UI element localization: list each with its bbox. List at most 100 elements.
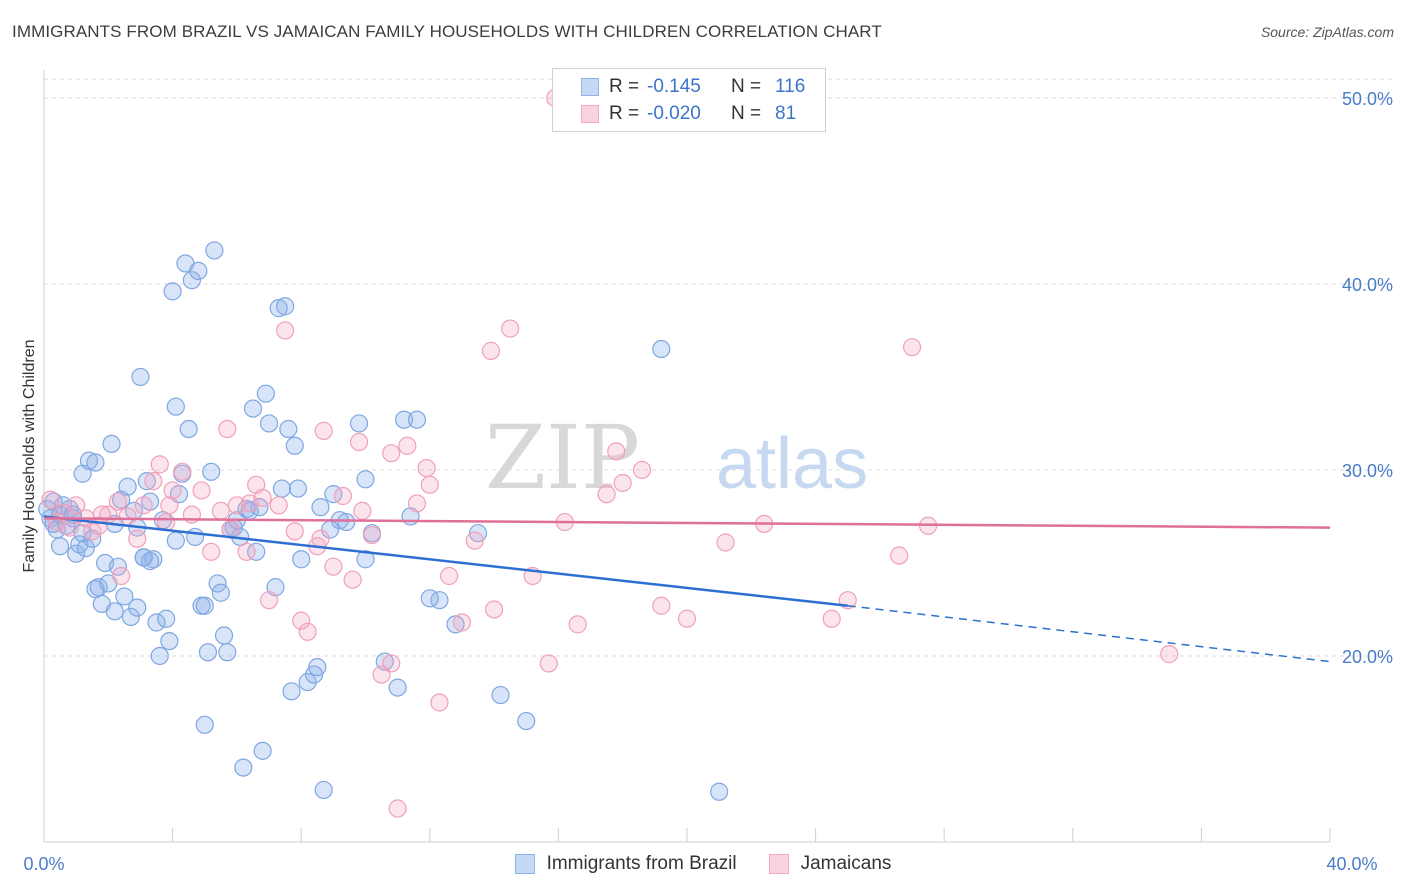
data-point: [105, 602, 124, 621]
data-point: [333, 486, 353, 506]
data-point: [417, 458, 436, 478]
data-point: [60, 518, 79, 537]
data-point: [298, 622, 317, 641]
data-point: [822, 609, 841, 628]
stats-row-brazil: R = -0.145 N = 116: [553, 73, 805, 101]
data-point: [439, 566, 459, 586]
data-point: [205, 241, 224, 260]
data-point: [272, 479, 292, 498]
data-point: [677, 609, 697, 628]
data-point: [195, 596, 214, 615]
data-point: [356, 550, 375, 569]
data-point: [343, 570, 362, 589]
y-tick-label: 20.0%: [1342, 647, 1393, 667]
data-point: [491, 685, 510, 705]
data-point: [485, 600, 504, 619]
data-point: [465, 531, 484, 550]
data-point: [314, 421, 333, 440]
data-point: [112, 566, 131, 586]
data-point: [890, 546, 909, 565]
data-point: [211, 583, 230, 602]
data-point: [353, 501, 372, 520]
data-point: [398, 436, 417, 455]
x-tick-label-start: 0.0%: [23, 854, 64, 874]
data-point: [134, 496, 153, 515]
data-point: [179, 419, 198, 439]
data-point: [613, 473, 632, 493]
data-point: [118, 477, 137, 496]
trend-line-jamaicans: [43, 517, 1331, 529]
data-point: [388, 678, 407, 697]
data-point: [67, 496, 86, 515]
y-tick-label: 40.0%: [1342, 275, 1393, 295]
y-tick-label: 50.0%: [1342, 89, 1393, 109]
legend-item-brazil[interactable]: Immigrants from Brazil: [514, 853, 737, 875]
data-point: [214, 626, 234, 645]
data-point: [160, 496, 179, 515]
stats-r-value: -0.020: [647, 103, 701, 124]
data-point: [134, 548, 153, 567]
data-point: [115, 587, 134, 606]
axes: [43, 70, 1331, 843]
data-point: [716, 533, 735, 552]
data-point: [288, 479, 308, 498]
stats-row-jamaicans: R = -0.020 N = 81: [553, 100, 796, 128]
legend-label-brazil: Immigrants from Brazil: [546, 853, 737, 874]
data-point: [362, 525, 382, 545]
stats-r-label: R =: [609, 103, 640, 124]
data-point: [150, 646, 169, 666]
data-point: [902, 338, 922, 357]
data-point: [256, 384, 275, 403]
data-point: [253, 741, 272, 760]
data-point: [157, 609, 176, 628]
data-point: [279, 419, 298, 439]
data-point: [420, 475, 439, 494]
x-tick-label-end: 40.0%: [1326, 854, 1377, 874]
data-point: [189, 261, 208, 281]
data-point: [50, 537, 70, 556]
data-point: [324, 557, 343, 576]
watermark-atlas: atlas: [716, 424, 868, 504]
data-point: [382, 444, 401, 463]
data-point: [446, 615, 465, 634]
data-point: [150, 455, 169, 474]
data-point: [407, 410, 427, 429]
data-point: [308, 658, 327, 677]
data-point: [652, 596, 671, 615]
stats-r-value: -0.145: [647, 76, 701, 97]
data-point: [237, 542, 256, 561]
data-point: [234, 758, 253, 777]
data-point: [285, 436, 304, 455]
watermark: ZIP atlas: [485, 406, 868, 509]
watermark-zip: ZIP: [485, 406, 640, 509]
data-point: [131, 367, 150, 387]
data-point: [163, 282, 182, 301]
data-point: [420, 589, 439, 608]
trend-line-brazil-extension: [847, 605, 1331, 663]
data-point: [218, 643, 237, 662]
data-point: [632, 460, 652, 480]
data-point: [356, 470, 375, 489]
data-point: [337, 512, 356, 532]
data-point: [144, 472, 163, 491]
data-point: [452, 613, 472, 632]
data-point: [211, 501, 230, 520]
data-point: [314, 780, 333, 800]
data-point: [276, 297, 295, 316]
data-point: [382, 654, 401, 673]
data-point: [157, 512, 176, 532]
data-point: [292, 550, 311, 569]
data-point: [202, 462, 221, 481]
data-point: [128, 529, 147, 548]
data-point: [276, 321, 295, 340]
data-point: [102, 434, 121, 454]
legend-item-jamaicans[interactable]: Jamaicans: [768, 853, 891, 875]
data-point: [652, 339, 671, 359]
data-point: [285, 522, 304, 541]
data-point: [282, 682, 301, 701]
data-point: [218, 419, 237, 439]
tick-labels: 20.0% 30.0% 40.0% 50.0% 0.0% 40.0%: [23, 89, 1393, 874]
data-point: [407, 494, 427, 513]
data-point: [86, 579, 105, 599]
